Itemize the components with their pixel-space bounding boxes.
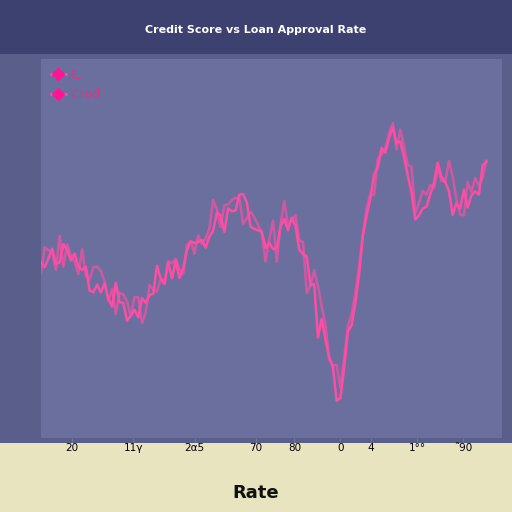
Text: Rate: Rate [232,484,280,502]
Text: Credit Score vs Loan Approval Rate: Credit Score vs Loan Approval Rate [145,25,367,35]
Legend: IL, Crod: IL, Crod [47,65,104,105]
